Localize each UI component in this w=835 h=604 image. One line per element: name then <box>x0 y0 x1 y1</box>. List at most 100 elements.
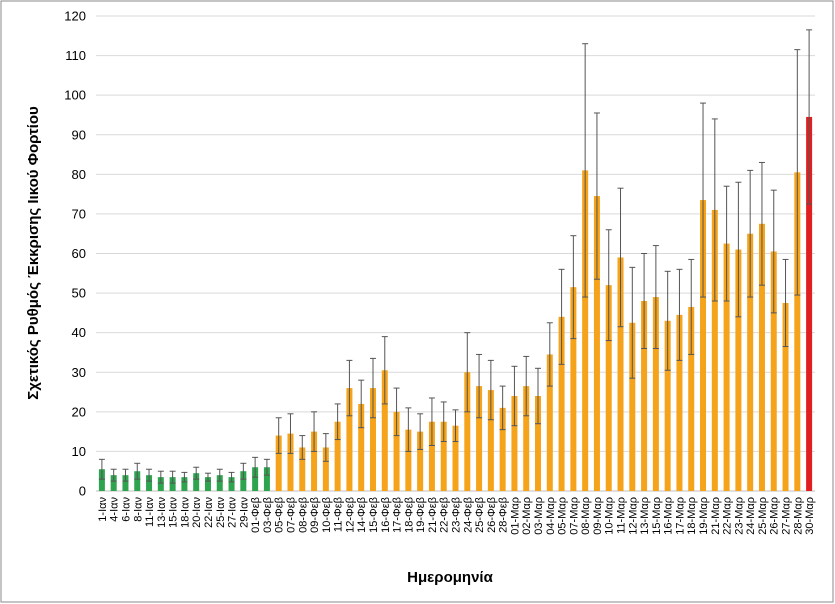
bar <box>641 301 648 491</box>
y-tick-label: 40 <box>72 325 86 340</box>
x-tick-label: 14-Φεβ <box>356 497 368 533</box>
bar <box>582 170 589 491</box>
x-tick-label: 05-Φεβ <box>274 497 286 533</box>
bar <box>770 251 777 491</box>
x-tick-label: 6-Ιαν <box>120 497 132 522</box>
bar <box>570 287 577 491</box>
bar <box>664 320 671 491</box>
bar <box>110 475 117 491</box>
bar <box>405 429 412 491</box>
x-tick-label: 04-Μαρ <box>545 497 557 535</box>
bar <box>523 386 530 491</box>
bar <box>369 388 376 491</box>
x-tick-label: 19-Φεβ <box>415 497 427 533</box>
bar <box>629 322 636 491</box>
bar <box>464 372 471 491</box>
x-tick-label: 25-Μαρ <box>757 497 769 535</box>
x-tick-label: 09-Μαρ <box>592 497 604 535</box>
y-tick-label: 50 <box>72 286 86 301</box>
x-tick-label: 15-Μαρ <box>651 497 663 535</box>
bar <box>747 233 754 492</box>
bar <box>381 370 388 491</box>
x-tick-label: 16-Μαρ <box>663 497 675 535</box>
bar <box>487 390 494 491</box>
x-tick-label: 22-Ιαν <box>203 497 215 528</box>
bar <box>428 421 435 491</box>
bar <box>452 425 459 491</box>
y-tick-label: 20 <box>72 404 86 419</box>
x-tick-label: 12-Μαρ <box>627 497 639 535</box>
x-tick-label: 10-Μαρ <box>604 497 616 535</box>
bar <box>358 403 365 491</box>
bar <box>723 243 730 491</box>
bar <box>157 477 164 491</box>
x-tick-label: 12-Φεβ <box>344 497 356 533</box>
bar <box>558 316 565 491</box>
x-tick-label: 22-Μαρ <box>722 497 734 535</box>
x-tick-label: 01-Φεβ <box>250 497 262 533</box>
x-tick-label: 08-Μαρ <box>580 497 592 535</box>
bar <box>758 223 765 491</box>
bar <box>252 467 259 491</box>
x-tick-label: 30-Μαρ <box>804 497 816 535</box>
x-tick-label: 05-Μαρ <box>557 497 569 535</box>
bar <box>193 473 200 491</box>
y-tick-label: 80 <box>72 167 86 182</box>
bar <box>499 407 506 491</box>
y-tick-label: 30 <box>72 365 86 380</box>
bar <box>535 396 542 491</box>
x-tick-label: 17-Μαρ <box>674 497 686 535</box>
x-tick-label: 11-Ιαν <box>144 497 156 527</box>
x-tick-label: 25-Ιαν <box>215 497 227 528</box>
x-tick-label: 21-Μαρ <box>710 497 722 535</box>
bar <box>169 477 176 491</box>
y-tick-label: 70 <box>72 206 86 221</box>
x-tick-label: 16-Φεβ <box>380 497 392 533</box>
x-tick-label: 13-Μαρ <box>639 497 651 535</box>
x-tick-label: 07-Μαρ <box>568 497 580 535</box>
bar <box>676 314 683 491</box>
x-axis-label: Ημερομηνία <box>407 569 493 586</box>
x-tick-label: 28-Μαρ <box>792 497 804 535</box>
x-tick-label: 24-Μαρ <box>745 497 757 535</box>
bar <box>181 477 188 491</box>
bar <box>204 477 211 491</box>
bar <box>593 196 600 491</box>
bar <box>134 471 141 491</box>
y-axis-label: Σχετικός Ρυθμός Έκκρισης Ιικού Φορτίου <box>25 106 42 400</box>
bar <box>794 172 801 491</box>
x-tick-label: 23-Μαρ <box>733 497 745 535</box>
bar <box>735 249 742 491</box>
y-tick-label: 120 <box>64 9 86 24</box>
bar <box>122 475 129 491</box>
x-tick-label: 21-Φεβ <box>427 497 439 533</box>
x-tick-label: 07-Φεβ <box>285 497 297 533</box>
bar <box>240 471 247 491</box>
bar <box>511 396 518 491</box>
bar <box>700 200 707 491</box>
x-tick-label: 1-Ιαν <box>97 497 109 522</box>
bar <box>652 297 659 491</box>
bar <box>393 411 400 491</box>
bar <box>440 421 447 491</box>
x-tick-label: 25-Φεβ <box>474 497 486 533</box>
x-tick-label: 03-Μαρ <box>533 497 545 535</box>
x-tick-label: 27-Μαρ <box>781 497 793 535</box>
x-tick-label: 20-Ιαν <box>191 497 203 528</box>
bar <box>711 209 718 492</box>
x-tick-label: 18-Ιαν <box>179 497 191 528</box>
x-tick-label: 23-Φεβ <box>451 497 463 533</box>
x-tick-label: 4-Ιαν <box>109 497 121 522</box>
x-tick-label: 22-Φεβ <box>439 497 451 533</box>
bar <box>287 433 294 491</box>
bar <box>476 386 483 491</box>
x-tick-label: 13-Ιαν <box>156 497 168 528</box>
bar <box>216 475 223 491</box>
bar <box>334 421 341 491</box>
y-tick-label: 90 <box>72 127 86 142</box>
x-tick-label: 27-Ιαν <box>227 497 239 528</box>
y-tick-label: 100 <box>64 88 86 103</box>
bar <box>806 116 813 491</box>
y-tick-label: 110 <box>65 48 86 63</box>
